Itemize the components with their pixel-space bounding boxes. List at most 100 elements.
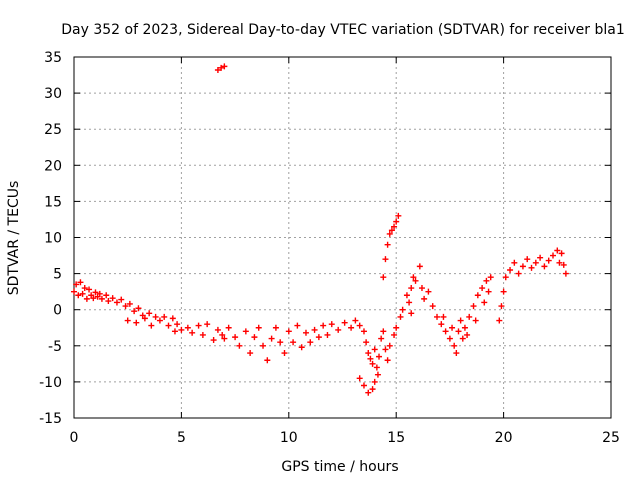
data-point [410,274,417,281]
data-point [399,306,406,313]
data-point [221,335,228,342]
data-point [371,346,378,353]
data-point [122,303,129,310]
data-point [391,331,398,338]
x-tick-label: 20 [495,430,513,446]
data-point [449,324,456,331]
data-point [105,298,112,305]
data-point [161,313,168,320]
data-point [384,241,391,248]
y-tick-label: 15 [44,194,62,210]
data-point [391,223,398,230]
x-tick-label: 0 [70,430,79,446]
data-point [131,308,138,315]
data-point [382,346,389,353]
data-point [277,339,284,346]
data-point [554,247,561,254]
x-tick-label: 25 [602,430,620,446]
data-point [511,259,518,266]
data-point [479,285,486,292]
y-tick-label: 10 [44,231,62,247]
data-point [281,350,288,357]
x-axis-label: GPS time / hours [281,459,398,475]
data-point [382,256,389,263]
data-point [386,230,393,237]
data-point [356,375,363,382]
data-point [328,321,335,328]
data-point [189,329,196,336]
data-point [109,295,116,302]
chart-title: Day 352 of 2023, Sidereal Day-to-day VTE… [61,22,624,38]
data-point [384,357,391,364]
data-point [255,324,262,331]
data-point [371,378,378,385]
data-point [481,299,488,306]
data-point [496,317,503,324]
data-point [440,313,447,320]
data-point [457,317,464,324]
data-point [429,303,436,310]
data-point [169,315,176,322]
data-point [519,263,526,270]
data-point [148,322,155,329]
data-point [421,295,428,302]
data-point [221,63,228,70]
data-point [451,342,458,349]
data-point [524,256,531,263]
data-point [298,344,305,351]
data-point [178,326,185,333]
data-point [156,317,163,324]
data-point [380,328,387,335]
data-point [459,335,466,342]
data-point [376,353,383,360]
data-point [83,295,90,302]
data-point [360,382,367,389]
y-axis-label: SDTVAR / TECUs [6,181,22,296]
data-point [79,290,86,297]
data-point [474,292,481,299]
data-point [86,286,93,293]
data-point [152,313,159,320]
data-point [446,335,453,342]
data-point [485,288,492,295]
data-point [461,324,468,331]
data-point [466,313,473,320]
data-point [406,299,413,306]
data-point [103,292,110,299]
data-point [348,324,355,331]
y-tick-label: -5 [48,339,62,355]
data-point [388,227,395,234]
data-point [515,270,522,277]
data-point [294,322,301,329]
data-point [124,317,131,324]
data-point [285,328,292,335]
data-point [558,250,565,257]
data-point [225,324,232,331]
data-point [214,66,221,73]
data-point [502,274,509,281]
data-point [369,386,376,393]
data-point [545,257,552,264]
data-point [412,277,419,284]
data-point [135,305,142,312]
data-point [165,322,172,329]
data-point [500,288,507,295]
data-point [365,350,372,357]
data-point [311,326,318,333]
data-point [356,322,363,329]
x-tick-label: 15 [387,430,405,446]
data-point [307,339,314,346]
data-point [395,212,402,219]
data-point [438,321,445,328]
data-point [264,357,271,364]
data-point [260,342,267,349]
grid-lines [74,57,611,418]
data-point [434,313,441,320]
data-point [232,334,239,341]
data-point [550,252,557,259]
data-point [236,342,243,349]
data-point [315,334,322,341]
data-point [352,317,359,324]
data-point [81,285,88,292]
